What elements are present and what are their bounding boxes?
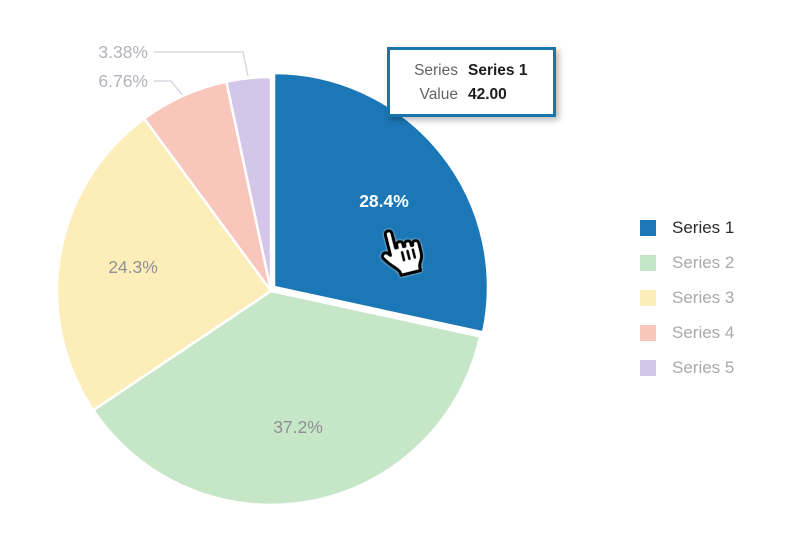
legend-item-series1[interactable]: Series 1 [640, 217, 735, 237]
legend-label: Series 1 [672, 217, 735, 237]
legend-item-series3[interactable]: Series 3 [640, 287, 735, 307]
legend-swatch-series1 [640, 219, 656, 236]
legend-item-series5[interactable]: Series 5 [640, 357, 735, 377]
tooltip-value-value: 42.00 [468, 85, 507, 103]
legend-swatch-series5 [640, 359, 656, 376]
legend-item-series2[interactable]: Series 2 [640, 252, 735, 272]
tooltip-value-label: Value [419, 85, 459, 103]
slice-label-series4: 6.76% [98, 71, 148, 91]
legend-item-series4[interactable]: Series 4 [640, 322, 735, 342]
legend-label: Series 2 [672, 252, 735, 272]
tooltip-series-label: Series [414, 61, 458, 79]
legend-label: Series 3 [672, 287, 735, 307]
pie-slice-series2[interactable] [92, 289, 482, 507]
pie-slice-series1[interactable] [272, 71, 490, 334]
leader-line-series4 [154, 80, 185, 98]
tooltip: Series Series 1 Value 42.00 [387, 47, 556, 117]
legend-label: Series 5 [672, 357, 735, 377]
pie-slice-series5[interactable] [225, 75, 273, 293]
legend-swatch-series3 [640, 289, 656, 306]
pie-slice-series3[interactable] [55, 117, 273, 412]
slice-label-series5: 3.38% [98, 42, 148, 62]
slice-label-series3: 24.3% [108, 257, 158, 277]
slice-label-series1: 28.4% [359, 191, 409, 211]
leader-line-series5 [154, 51, 249, 77]
legend-swatch-series4 [640, 324, 656, 341]
legend-swatch-series2 [640, 254, 656, 271]
tooltip-series-value: Series 1 [468, 61, 528, 79]
legend: Series 1 Series 2 Series 3 Series 4 Seri… [640, 217, 735, 394]
legend-label: Series 4 [672, 322, 735, 342]
slice-label-series2: 37.2% [273, 417, 323, 437]
